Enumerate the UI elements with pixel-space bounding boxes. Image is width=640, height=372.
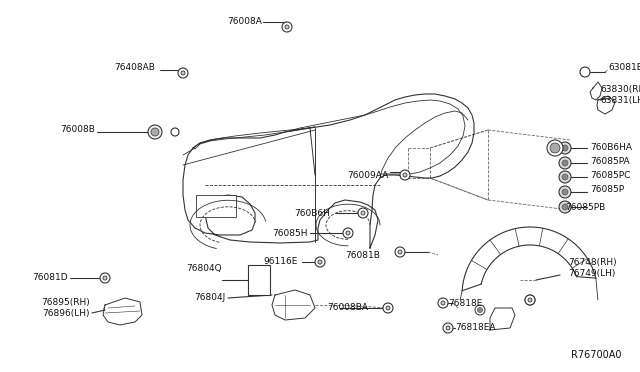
Text: 76818EA: 76818EA xyxy=(455,324,495,333)
Text: 76081B: 76081B xyxy=(345,250,380,260)
Circle shape xyxy=(100,273,110,283)
Text: 76081D: 76081D xyxy=(33,273,68,282)
Text: 76085PB: 76085PB xyxy=(565,202,605,212)
Text: 63081B: 63081B xyxy=(608,64,640,73)
Text: 76008A: 76008A xyxy=(227,17,262,26)
Text: 76085PC: 76085PC xyxy=(590,171,630,180)
Circle shape xyxy=(559,157,571,169)
Circle shape xyxy=(181,71,185,75)
Circle shape xyxy=(580,67,590,77)
Text: 96116E: 96116E xyxy=(264,257,298,266)
Circle shape xyxy=(151,128,159,136)
Circle shape xyxy=(527,298,532,302)
Circle shape xyxy=(171,128,179,136)
Text: 76085P: 76085P xyxy=(590,186,624,195)
Circle shape xyxy=(559,142,571,154)
Circle shape xyxy=(525,295,535,305)
Text: 76085H: 76085H xyxy=(273,228,308,237)
Circle shape xyxy=(562,145,568,151)
Circle shape xyxy=(383,303,393,313)
Circle shape xyxy=(398,250,402,254)
Text: 76008BA: 76008BA xyxy=(327,304,368,312)
FancyBboxPatch shape xyxy=(248,265,270,295)
Circle shape xyxy=(343,228,353,238)
Circle shape xyxy=(475,305,485,315)
Circle shape xyxy=(525,295,535,305)
Circle shape xyxy=(562,189,568,195)
Circle shape xyxy=(559,171,571,183)
Text: 63830(RH)
63831(LH): 63830(RH) 63831(LH) xyxy=(600,85,640,105)
Circle shape xyxy=(528,298,532,302)
Circle shape xyxy=(148,125,162,139)
Circle shape xyxy=(386,306,390,310)
Circle shape xyxy=(346,231,350,235)
Circle shape xyxy=(318,260,322,264)
Text: 76009AA: 76009AA xyxy=(347,170,388,180)
Text: 76748(RH)
76749(LH): 76748(RH) 76749(LH) xyxy=(568,258,616,278)
Circle shape xyxy=(103,276,107,280)
Text: 76818E: 76818E xyxy=(448,298,483,308)
Circle shape xyxy=(403,173,407,177)
Circle shape xyxy=(562,160,568,166)
Circle shape xyxy=(441,301,445,305)
Text: 76804Q: 76804Q xyxy=(186,263,222,273)
Circle shape xyxy=(562,174,568,180)
Circle shape xyxy=(477,308,483,312)
Circle shape xyxy=(178,68,188,78)
Text: R76700A0: R76700A0 xyxy=(572,350,622,360)
Circle shape xyxy=(438,298,448,308)
Circle shape xyxy=(285,25,289,29)
Text: 760B6HA: 760B6HA xyxy=(590,144,632,153)
Circle shape xyxy=(358,208,368,218)
Circle shape xyxy=(361,211,365,215)
Text: 76804J: 76804J xyxy=(194,294,225,302)
Text: 76895(RH)
76896(LH): 76895(RH) 76896(LH) xyxy=(41,298,90,318)
Circle shape xyxy=(315,257,325,267)
Text: 76085PA: 76085PA xyxy=(590,157,630,167)
FancyBboxPatch shape xyxy=(196,195,236,217)
Circle shape xyxy=(547,140,563,156)
Circle shape xyxy=(395,247,405,257)
Text: 76408AB: 76408AB xyxy=(114,64,155,73)
Circle shape xyxy=(550,143,560,153)
Circle shape xyxy=(443,323,453,333)
Circle shape xyxy=(446,326,450,330)
Circle shape xyxy=(562,204,568,210)
Circle shape xyxy=(282,22,292,32)
Circle shape xyxy=(400,170,410,180)
Circle shape xyxy=(559,201,571,213)
Circle shape xyxy=(559,186,571,198)
Text: 760B6H: 760B6H xyxy=(294,208,330,218)
Text: 76008B: 76008B xyxy=(60,125,95,135)
